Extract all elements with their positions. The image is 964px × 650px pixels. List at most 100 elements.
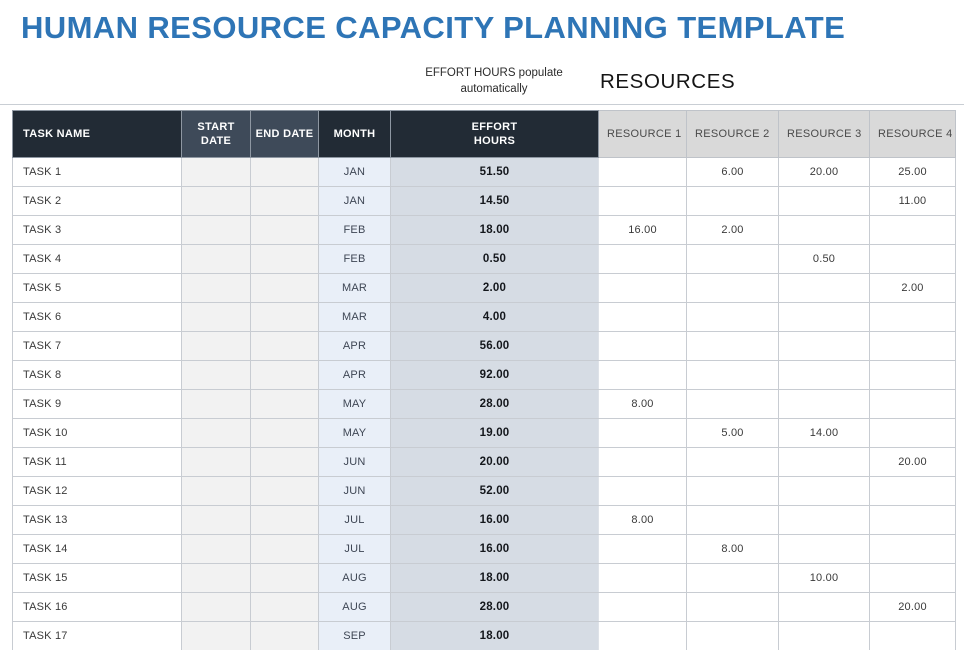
resource-4-cell[interactable]	[869, 244, 956, 274]
task-name-cell[interactable]: TASK 6	[12, 302, 182, 332]
resource-3-cell[interactable]	[778, 592, 870, 622]
resource-3-cell[interactable]: 20.00	[778, 157, 870, 187]
resource-4-cell[interactable]: 20.00	[869, 592, 956, 622]
task-name-cell[interactable]: TASK 15	[12, 563, 182, 593]
start-date-cell[interactable]	[181, 273, 251, 303]
resource-3-cell[interactable]	[778, 186, 870, 216]
resource-4-cell[interactable]	[869, 418, 956, 448]
resource-1-cell[interactable]: 16.00	[598, 215, 687, 245]
start-date-cell[interactable]	[181, 215, 251, 245]
end-date-cell[interactable]	[250, 563, 319, 593]
start-date-cell[interactable]	[181, 563, 251, 593]
resource-1-cell[interactable]	[598, 186, 687, 216]
effort-hours-cell[interactable]: 16.00	[390, 534, 599, 564]
start-date-cell[interactable]	[181, 302, 251, 332]
end-date-cell[interactable]	[250, 360, 319, 390]
resource-2-cell[interactable]	[686, 331, 779, 361]
task-name-cell[interactable]: TASK 11	[12, 447, 182, 477]
start-date-cell[interactable]	[181, 476, 251, 506]
resource-3-cell[interactable]	[778, 621, 870, 650]
task-name-cell[interactable]: TASK 13	[12, 505, 182, 535]
effort-hours-cell[interactable]: 56.00	[390, 331, 599, 361]
resource-4-cell[interactable]	[869, 331, 956, 361]
effort-hours-cell[interactable]: 0.50	[390, 244, 599, 274]
resource-4-cell[interactable]	[869, 476, 956, 506]
resource-2-cell[interactable]	[686, 476, 779, 506]
task-name-cell[interactable]: TASK 16	[12, 592, 182, 622]
month-cell[interactable]: APR	[318, 360, 391, 390]
effort-hours-cell[interactable]: 51.50	[390, 157, 599, 187]
effort-hours-cell[interactable]: 18.00	[390, 621, 599, 650]
resource-2-cell[interactable]	[686, 592, 779, 622]
resource-3-cell[interactable]	[778, 302, 870, 332]
start-date-cell[interactable]	[181, 447, 251, 477]
start-date-cell[interactable]	[181, 592, 251, 622]
end-date-cell[interactable]	[250, 215, 319, 245]
resource-1-cell[interactable]	[598, 534, 687, 564]
resource-2-cell[interactable]	[686, 563, 779, 593]
task-name-cell[interactable]: TASK 2	[12, 186, 182, 216]
resource-3-cell[interactable]: 10.00	[778, 563, 870, 593]
resource-2-cell[interactable]: 8.00	[686, 534, 779, 564]
month-cell[interactable]: JUN	[318, 476, 391, 506]
effort-hours-cell[interactable]: 14.50	[390, 186, 599, 216]
end-date-cell[interactable]	[250, 186, 319, 216]
month-cell[interactable]: FEB	[318, 215, 391, 245]
end-date-cell[interactable]	[250, 302, 319, 332]
end-date-cell[interactable]	[250, 592, 319, 622]
effort-hours-cell[interactable]: 20.00	[390, 447, 599, 477]
resource-1-cell[interactable]	[598, 360, 687, 390]
resource-4-cell[interactable]: 25.00	[869, 157, 956, 187]
end-date-cell[interactable]	[250, 389, 319, 419]
resource-1-cell[interactable]	[598, 273, 687, 303]
effort-hours-cell[interactable]: 18.00	[390, 563, 599, 593]
end-date-cell[interactable]	[250, 621, 319, 650]
resource-1-cell[interactable]	[598, 447, 687, 477]
month-cell[interactable]: JUL	[318, 505, 391, 535]
task-name-cell[interactable]: TASK 10	[12, 418, 182, 448]
task-name-cell[interactable]: TASK 5	[12, 273, 182, 303]
end-date-cell[interactable]	[250, 157, 319, 187]
end-date-cell[interactable]	[250, 418, 319, 448]
effort-hours-cell[interactable]: 16.00	[390, 505, 599, 535]
resource-4-cell[interactable]	[869, 505, 956, 535]
end-date-cell[interactable]	[250, 244, 319, 274]
month-cell[interactable]: JAN	[318, 157, 391, 187]
task-name-cell[interactable]: TASK 17	[12, 621, 182, 650]
resource-1-cell[interactable]	[598, 302, 687, 332]
effort-hours-cell[interactable]: 19.00	[390, 418, 599, 448]
month-cell[interactable]: MAY	[318, 418, 391, 448]
task-name-cell[interactable]: TASK 3	[12, 215, 182, 245]
month-cell[interactable]: JUL	[318, 534, 391, 564]
effort-hours-cell[interactable]: 92.00	[390, 360, 599, 390]
resource-2-cell[interactable]	[686, 302, 779, 332]
resource-3-cell[interactable]	[778, 389, 870, 419]
resource-4-cell[interactable]	[869, 621, 956, 650]
resource-2-cell[interactable]	[686, 505, 779, 535]
effort-hours-cell[interactable]: 28.00	[390, 389, 599, 419]
month-cell[interactable]: MAR	[318, 273, 391, 303]
end-date-cell[interactable]	[250, 505, 319, 535]
effort-hours-cell[interactable]: 4.00	[390, 302, 599, 332]
start-date-cell[interactable]	[181, 389, 251, 419]
resource-2-cell[interactable]	[686, 621, 779, 650]
resource-3-cell[interactable]	[778, 360, 870, 390]
end-date-cell[interactable]	[250, 447, 319, 477]
resource-4-cell[interactable]	[869, 389, 956, 419]
month-cell[interactable]: JAN	[318, 186, 391, 216]
month-cell[interactable]: JUN	[318, 447, 391, 477]
end-date-cell[interactable]	[250, 534, 319, 564]
resource-4-cell[interactable]	[869, 302, 956, 332]
resource-4-cell[interactable]	[869, 534, 956, 564]
resource-2-cell[interactable]	[686, 244, 779, 274]
task-name-cell[interactable]: TASK 14	[12, 534, 182, 564]
resource-2-cell[interactable]	[686, 447, 779, 477]
month-cell[interactable]: MAR	[318, 302, 391, 332]
resource-1-cell[interactable]	[598, 621, 687, 650]
month-cell[interactable]: AUG	[318, 563, 391, 593]
resource-3-cell[interactable]	[778, 447, 870, 477]
effort-hours-cell[interactable]: 18.00	[390, 215, 599, 245]
resource-1-cell[interactable]	[598, 157, 687, 187]
start-date-cell[interactable]	[181, 418, 251, 448]
effort-hours-cell[interactable]: 2.00	[390, 273, 599, 303]
